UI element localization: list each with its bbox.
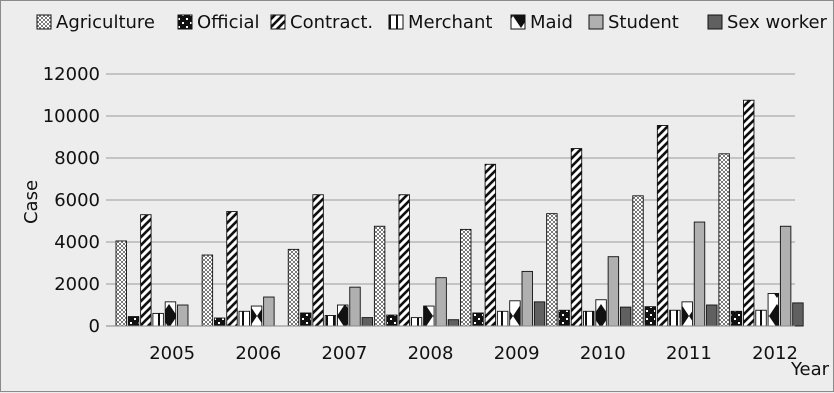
bar-merchant-2006 — [238, 310, 250, 327]
bar-maid-2005 — [164, 301, 177, 327]
legend-swatch-sex-worker — [707, 14, 723, 30]
legend-swatch-contract- — [270, 14, 286, 30]
x-tick-label: 2011 — [666, 343, 712, 364]
bar-contract--2008 — [398, 194, 410, 327]
bar-merchant-2008 — [410, 317, 423, 327]
bar-contract--2009 — [484, 163, 497, 327]
bar-agriculture-2012 — [718, 153, 730, 327]
bar-official-2012 — [730, 310, 743, 327]
bar-contract--2012 — [743, 99, 755, 327]
bar-sex-worker-2011 — [706, 304, 718, 327]
y-tick-label: 0 — [89, 316, 100, 337]
bar-maid-2012 — [767, 293, 780, 327]
bar-agriculture-2009 — [460, 228, 472, 327]
bar-sex-worker-2010 — [619, 306, 632, 327]
bar-maid-2006 — [250, 305, 263, 327]
bar-official-2010 — [558, 309, 570, 327]
bar-agriculture-2007 — [287, 248, 300, 327]
bar-agriculture-2005 — [115, 240, 127, 327]
x-tick-label: 2006 — [235, 343, 281, 364]
legend-swatch-official — [177, 14, 193, 30]
bar-student-2011 — [693, 221, 706, 327]
y-tick-label: 12000 — [43, 64, 100, 85]
legend-label-official: Official — [197, 12, 260, 33]
legend-label-maid: Maid — [530, 12, 573, 33]
grid-lines — [106, 73, 795, 327]
y-tick-label: 8000 — [54, 148, 100, 169]
y-tick-label: 6000 — [54, 190, 100, 211]
bar-sex-worker-2012 — [792, 302, 804, 327]
bar-agriculture-2006 — [201, 254, 214, 327]
bar-contract--2006 — [226, 211, 238, 327]
bar-agriculture-2011 — [632, 195, 644, 327]
bar-contract--2005 — [140, 214, 152, 327]
axes: 0 2000 4000 6000 8000 10000 12000 2005 2006 2007 2… — [21, 64, 830, 380]
bar-student-2005 — [177, 304, 189, 327]
bar-official-2011 — [644, 306, 656, 327]
x-tick-label: 2009 — [494, 343, 540, 364]
legend-label-agriculture: Agriculture — [56, 12, 155, 33]
bar-sex-worker-2008 — [447, 319, 460, 327]
legend-label-sex-worker: Sex worker — [727, 12, 828, 33]
y-tick-label: 10000 — [43, 106, 100, 127]
bar-student-2008 — [435, 277, 447, 327]
y-tick-label: 2000 — [54, 274, 100, 295]
legend-swatch-maid — [510, 14, 526, 30]
bar-official-2008 — [386, 314, 398, 327]
bars — [115, 99, 804, 327]
x-axis-title: Year — [790, 359, 830, 380]
legend-label-contract-: Contract. — [290, 12, 373, 33]
y-axis-title: Case — [21, 180, 42, 224]
bar-sex-worker-2009 — [533, 301, 546, 327]
x-tick-label: 2010 — [580, 343, 626, 364]
bar-official-2006 — [213, 317, 226, 327]
bar-agriculture-2010 — [546, 213, 558, 327]
x-tick-label: 2012 — [752, 343, 798, 364]
bar-merchant-2007 — [324, 315, 337, 327]
bar-merchant-2005 — [152, 312, 164, 327]
bar-sex-worker-2007 — [361, 317, 373, 327]
legend: Agriculture Official Contract. Merchant Maid… — [36, 12, 828, 33]
bar-contract--2011 — [656, 124, 669, 327]
bar-student-2012 — [779, 225, 792, 327]
legend-label-merchant: Merchant — [408, 12, 492, 33]
bar-student-2007 — [349, 286, 361, 327]
bar-contract--2007 — [312, 194, 324, 327]
bar-merchant-2012 — [755, 309, 767, 327]
bar-student-2009 — [521, 270, 533, 327]
bar-agriculture-2008 — [373, 225, 386, 327]
bar-official-2009 — [472, 312, 484, 327]
bar-maid-2010 — [595, 299, 607, 327]
bar-merchant-2010 — [583, 310, 595, 327]
x-tick-label: 2005 — [149, 343, 195, 364]
bar-student-2006 — [263, 296, 275, 327]
legend-label-student: Student — [608, 12, 679, 33]
bar-student-2010 — [607, 256, 620, 327]
bar-maid-2008 — [423, 305, 435, 327]
bar-maid-2009 — [509, 300, 521, 327]
bar-official-2007 — [300, 312, 312, 327]
legend-swatch-merchant — [388, 14, 404, 30]
bar-contract--2010 — [570, 148, 583, 327]
bar-merchant-2011 — [669, 309, 681, 327]
x-tick-label: 2007 — [321, 343, 367, 364]
bar-maid-2011 — [681, 301, 693, 327]
x-tick-label: 2008 — [408, 343, 454, 364]
bar-merchant-2009 — [496, 310, 509, 327]
legend-swatch-agriculture — [36, 14, 52, 30]
bar-official-2005 — [127, 316, 140, 327]
bar-maid-2007 — [337, 304, 349, 327]
y-tick-label: 4000 — [54, 232, 100, 253]
legend-swatch-student — [588, 14, 604, 30]
